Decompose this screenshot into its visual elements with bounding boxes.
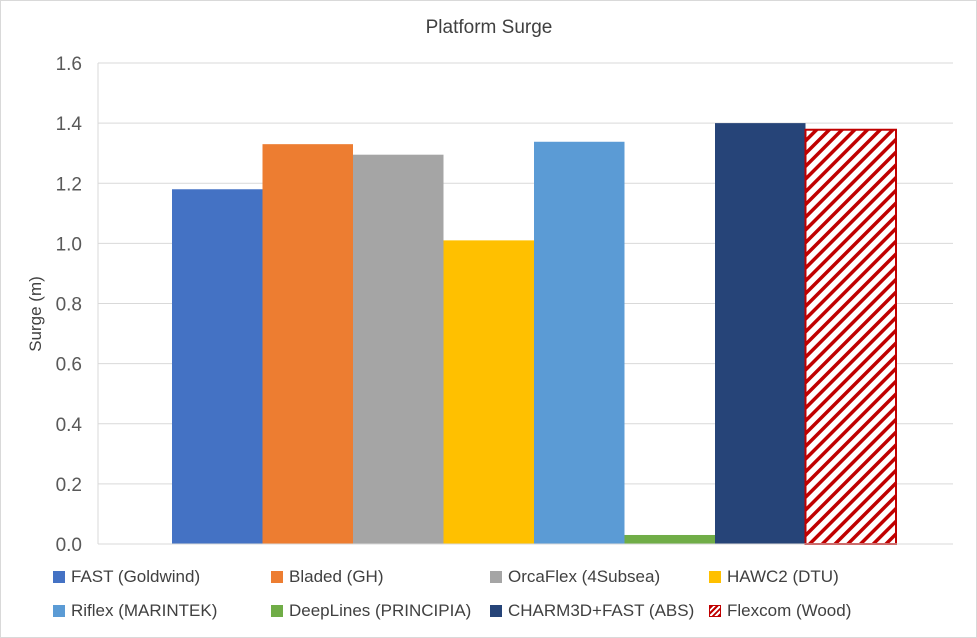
legend-label: Riflex (MARINTEK) bbox=[71, 601, 218, 620]
legend-item: HAWC2 (DTU) bbox=[709, 567, 839, 587]
legend-item: OrcaFlex (4Subsea) bbox=[490, 567, 660, 587]
y-tick-label: 0.4 bbox=[56, 415, 83, 436]
legend-swatch bbox=[53, 605, 65, 617]
legend-swatch bbox=[490, 571, 502, 583]
legend-item: DeepLines (PRINCIPIA) bbox=[271, 601, 471, 621]
bar-orcaflex-4subsea bbox=[353, 154, 444, 545]
y-tick-label: 0.2 bbox=[56, 475, 82, 496]
legend-swatch bbox=[709, 571, 721, 583]
bar-bladed-gh bbox=[262, 144, 353, 544]
bar-charm3d-fast-abs bbox=[715, 123, 806, 544]
legend-swatch bbox=[271, 605, 283, 617]
legend-label: FAST (Goldwind) bbox=[71, 567, 201, 586]
legend-label: OrcaFlex (4Subsea) bbox=[508, 567, 661, 586]
y-tick-label: 1.0 bbox=[56, 234, 82, 255]
y-tick-label: 1.2 bbox=[56, 174, 82, 195]
legend-swatch bbox=[709, 605, 721, 617]
legend-item: FAST (Goldwind) bbox=[53, 567, 200, 587]
bar-fast-goldwind bbox=[172, 189, 263, 544]
legend-label: HAWC2 (DTU) bbox=[727, 567, 839, 586]
legend-swatch bbox=[53, 571, 65, 583]
legend-swatch bbox=[490, 605, 502, 617]
y-tick-label: 0.0 bbox=[56, 535, 82, 556]
bar-chart: Platform Surge Surge (m) 0.0 0.2 0.4 0.6 0.8… bbox=[26, 17, 953, 556]
y-tick-label: 1.4 bbox=[56, 114, 83, 135]
legend-label: DeepLines (PRINCIPIA) bbox=[289, 601, 472, 620]
bar-flexcom-wood bbox=[804, 128, 897, 546]
y-tick-label: 0.8 bbox=[56, 295, 82, 316]
legend-item: Flexcom (Wood) bbox=[709, 601, 851, 621]
bar-hawc2-dtu bbox=[443, 240, 534, 544]
legend-swatch bbox=[271, 571, 283, 583]
legend-label: CHARM3D+FAST (ABS) bbox=[508, 601, 695, 620]
legend-item: Bladed (GH) bbox=[271, 567, 383, 587]
bars bbox=[172, 123, 897, 546]
y-axis-label: Surge (m) bbox=[26, 276, 45, 352]
legend-item: Riflex (MARINTEK) bbox=[53, 601, 217, 621]
y-tick-label: 1.6 bbox=[56, 54, 82, 75]
y-tick-label: 0.6 bbox=[56, 355, 82, 376]
legend-label: Bladed (GH) bbox=[289, 567, 384, 586]
bar-deeplines-principia bbox=[624, 534, 715, 544]
y-tick-labels: 0.0 0.2 0.4 0.6 0.8 1.0 1.2 1.4 1.6 bbox=[56, 54, 83, 556]
legend-item: CHARM3D+FAST (ABS) bbox=[490, 601, 694, 621]
legend-label: Flexcom (Wood) bbox=[727, 601, 852, 620]
bar-riflex-marintek bbox=[534, 141, 625, 545]
chart-title: Platform Surge bbox=[426, 17, 553, 38]
